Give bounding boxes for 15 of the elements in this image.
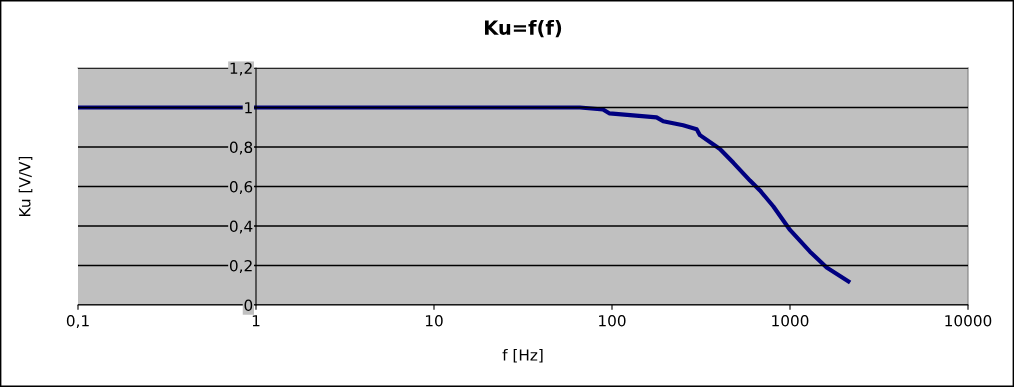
x-tick-label: 100: [599, 314, 626, 327]
y-tick-label: 0,2: [229, 259, 252, 274]
x-tick-label: 10000: [945, 314, 992, 327]
y-tick-label: 1,2: [230, 62, 252, 76]
y-tick-label: 0: [244, 299, 253, 312]
y-tick-label: 1: [245, 102, 252, 114]
y-axis-title: Ku [V/V]: [18, 156, 33, 216]
x-tick-label: 1000: [772, 314, 809, 327]
y-tick-label: 0,8: [229, 141, 253, 155]
x-tick-label: 10: [425, 314, 443, 327]
y-tick-label: 0,4: [229, 220, 253, 234]
chart-title: Ku=f(f): [485, 19, 562, 38]
x-axis-title: f [Hz]: [502, 348, 543, 363]
y-tick-label: 0,6: [229, 180, 253, 195]
x-tick-label: 0,1: [66, 314, 89, 329]
